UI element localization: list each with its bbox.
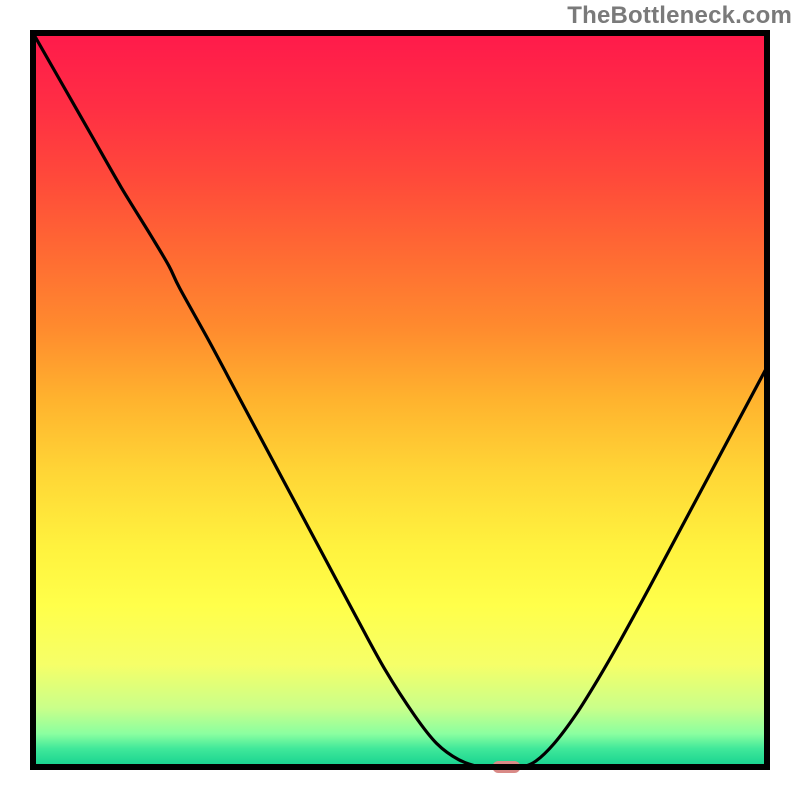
plot-background (33, 33, 767, 767)
bottleneck-chart (0, 0, 800, 800)
root-container: TheBottleneck.com (0, 0, 800, 800)
